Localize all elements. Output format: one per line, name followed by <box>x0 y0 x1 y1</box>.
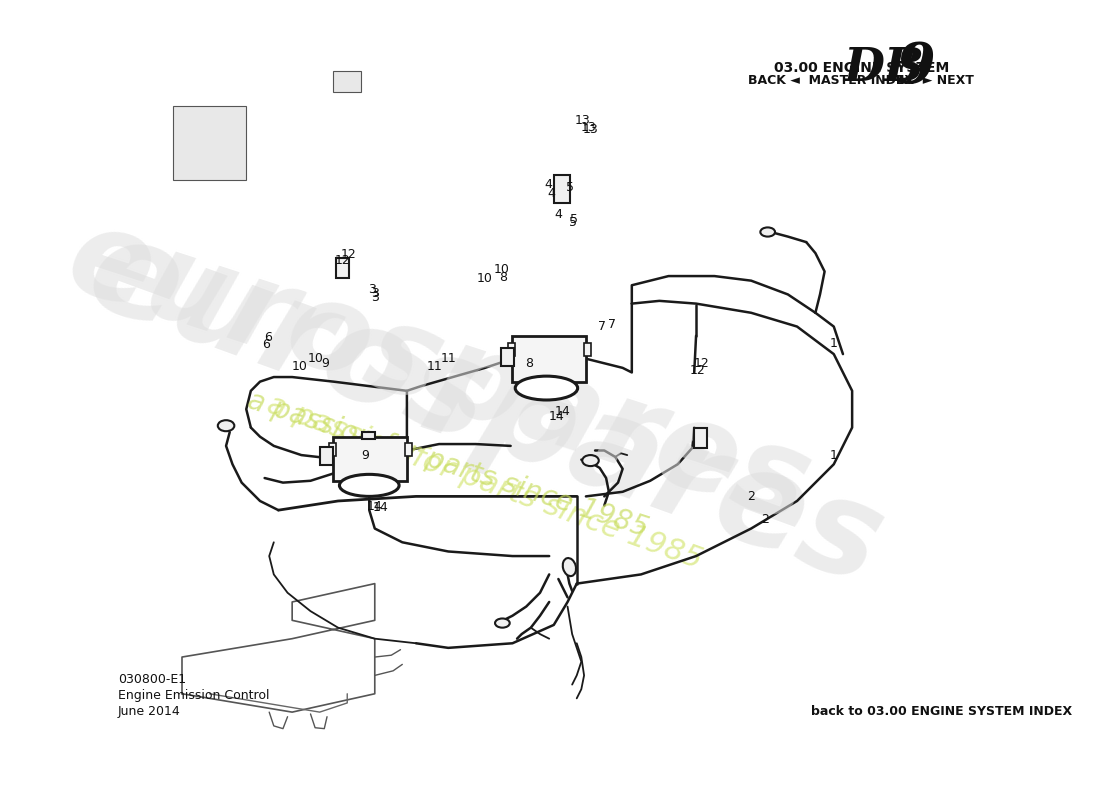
Bar <box>337 258 349 278</box>
Bar <box>333 71 361 91</box>
Text: 10: 10 <box>494 263 509 276</box>
Text: 10: 10 <box>292 361 307 374</box>
Text: 5: 5 <box>569 216 578 230</box>
Text: back to 03.00 ENGINE SYSTEM INDEX: back to 03.00 ENGINE SYSTEM INDEX <box>812 705 1072 718</box>
Text: 11: 11 <box>440 352 456 365</box>
Ellipse shape <box>582 455 598 466</box>
Text: 12: 12 <box>334 254 351 267</box>
Text: 13: 13 <box>574 114 590 127</box>
Text: 4: 4 <box>554 208 562 221</box>
Text: eurospares: eurospares <box>54 198 825 547</box>
Text: 13: 13 <box>583 122 598 136</box>
Text: a passion for parts since 1985: a passion for parts since 1985 <box>244 386 652 542</box>
Text: 4: 4 <box>544 178 552 190</box>
Text: 5: 5 <box>566 181 574 194</box>
Ellipse shape <box>760 227 775 237</box>
Text: eurospares: eurospares <box>72 206 899 612</box>
Bar <box>173 106 246 180</box>
Ellipse shape <box>218 420 234 431</box>
Text: Engine Emission Control: Engine Emission Control <box>118 689 270 702</box>
Ellipse shape <box>495 618 509 628</box>
Text: 12: 12 <box>340 249 356 262</box>
Bar <box>405 443 412 456</box>
Ellipse shape <box>515 376 578 400</box>
Text: 14: 14 <box>373 501 388 514</box>
Text: 3: 3 <box>368 283 376 296</box>
Ellipse shape <box>563 558 576 576</box>
Bar <box>584 343 592 356</box>
Text: 2: 2 <box>747 490 755 503</box>
Text: 5: 5 <box>570 213 578 226</box>
Text: 7: 7 <box>598 320 606 333</box>
Text: a passion for parts since 1985: a passion for parts since 1985 <box>263 390 706 575</box>
Text: 8: 8 <box>499 271 507 285</box>
Text: 1: 1 <box>829 337 838 350</box>
Text: June 2014: June 2014 <box>118 705 180 718</box>
Bar <box>362 432 375 439</box>
Bar <box>508 343 515 356</box>
Text: 030800-E1: 030800-E1 <box>118 674 186 686</box>
Text: 3: 3 <box>371 290 378 304</box>
Bar <box>329 443 337 456</box>
Text: 14: 14 <box>367 500 383 513</box>
Text: 3: 3 <box>371 287 378 300</box>
Text: 11: 11 <box>427 361 442 374</box>
Text: 2: 2 <box>761 513 769 526</box>
Bar <box>320 447 332 465</box>
Text: 7: 7 <box>607 318 616 331</box>
Bar <box>333 437 407 481</box>
Text: 1: 1 <box>829 449 838 462</box>
Bar <box>502 348 515 366</box>
Text: 9: 9 <box>896 40 935 95</box>
Text: BACK ◄  MASTER INDEX  ► NEXT: BACK ◄ MASTER INDEX ► NEXT <box>748 74 975 87</box>
Text: 6: 6 <box>264 331 272 344</box>
Ellipse shape <box>340 474 399 496</box>
Bar <box>553 175 570 202</box>
Text: 9: 9 <box>321 357 329 370</box>
Text: 10: 10 <box>308 352 324 365</box>
Text: DB: DB <box>843 45 924 90</box>
Bar <box>694 427 707 448</box>
Text: 6: 6 <box>263 338 271 351</box>
Text: 8: 8 <box>525 357 533 370</box>
Text: 14: 14 <box>549 410 564 423</box>
Text: 12: 12 <box>690 364 706 377</box>
Text: 13: 13 <box>581 121 596 134</box>
Text: 4: 4 <box>547 187 556 200</box>
Bar <box>513 336 586 382</box>
Text: 12: 12 <box>694 357 710 370</box>
Text: 03.00 ENGINE SYSTEM: 03.00 ENGINE SYSTEM <box>773 61 949 74</box>
Text: 14: 14 <box>556 405 571 418</box>
Text: 9: 9 <box>362 449 370 462</box>
Text: 10: 10 <box>477 272 493 286</box>
